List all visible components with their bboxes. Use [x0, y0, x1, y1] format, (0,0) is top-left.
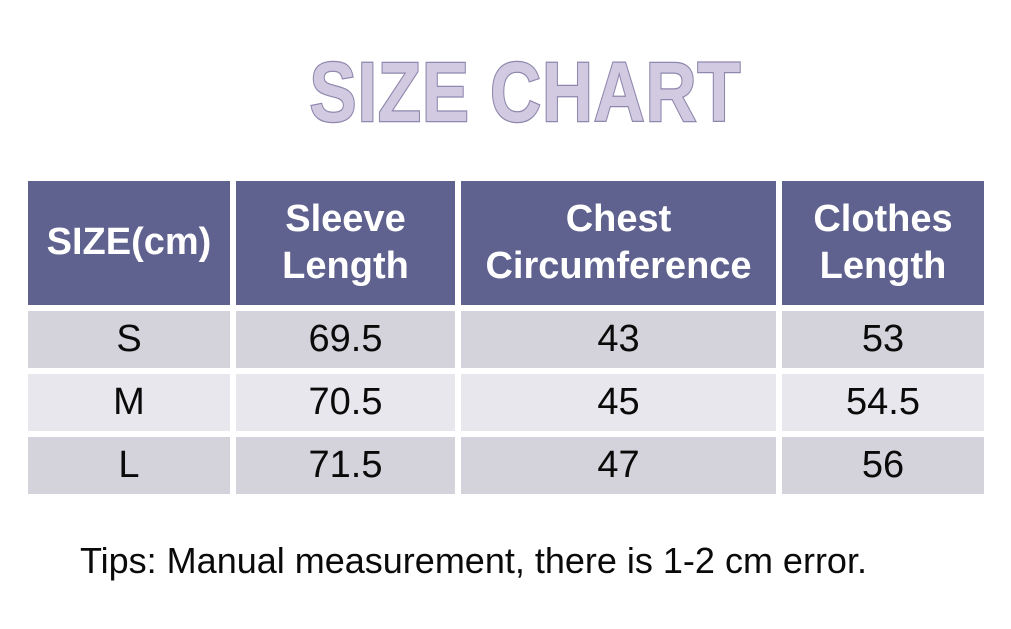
- size-cell: L: [28, 437, 230, 494]
- size-table-header: SIZE(cm) Sleeve Length Chest Circumferen…: [28, 181, 984, 305]
- size-table: SIZE(cm) Sleeve Length Chest Circumferen…: [22, 175, 990, 500]
- size-cell: M: [28, 374, 230, 431]
- header-row: SIZE(cm) Sleeve Length Chest Circumferen…: [28, 181, 984, 305]
- page-title: SIZE CHART: [308, 45, 742, 139]
- sleeve-length-cell: 69.5: [236, 311, 455, 368]
- size-table-body: S 69.5 43 53 M 70.5 45 54.5 L 71.5 47 56: [28, 311, 984, 494]
- clothes-length-cell: 56: [782, 437, 984, 494]
- chest-circumference-cell: 47: [461, 437, 776, 494]
- clothes-length-cell: 53: [782, 311, 984, 368]
- table-row-l: L 71.5 47 56: [28, 437, 984, 494]
- chest-circumference-cell: 45: [461, 374, 776, 431]
- table-row-s: S 69.5 43 53: [28, 311, 984, 368]
- sleeve-length-cell: 70.5: [236, 374, 455, 431]
- tips-note: Tips: Manual measurement, there is 1-2 c…: [80, 540, 867, 581]
- size-cell: S: [28, 311, 230, 368]
- clothes-length-cell: 54.5: [782, 374, 984, 431]
- header-sleeve-length: Sleeve Length: [236, 181, 455, 305]
- header-chest-circumference: Chest Circumference: [461, 181, 776, 305]
- chest-circumference-cell: 43: [461, 311, 776, 368]
- table-row-m: M 70.5 45 54.5: [28, 374, 984, 431]
- header-size: SIZE(cm): [28, 181, 230, 305]
- sleeve-length-cell: 71.5: [236, 437, 455, 494]
- header-clothes-length: Clothes Length: [782, 181, 984, 305]
